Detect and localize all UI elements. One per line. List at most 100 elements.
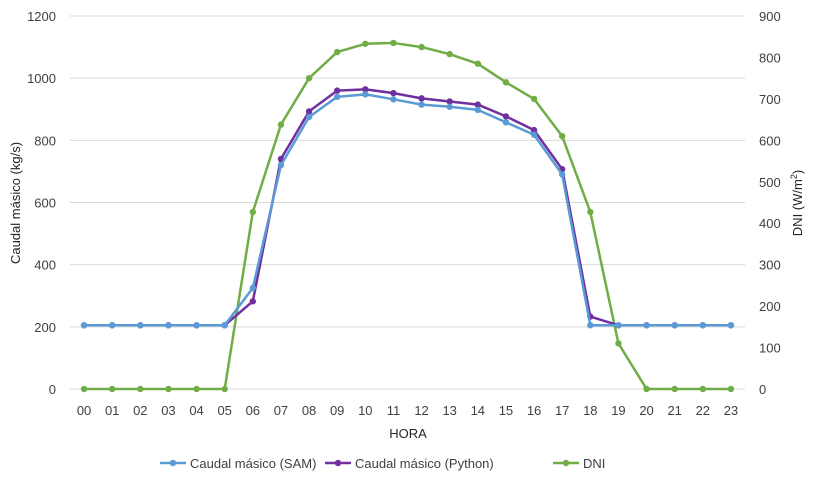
- data-point: [305, 74, 313, 82]
- x-tick-label: 22: [696, 403, 710, 418]
- data-point: [362, 40, 369, 47]
- right-axis-title-end: ): [790, 170, 805, 174]
- right-tick-label: 500: [759, 175, 781, 190]
- right-axis-ticks: 0 100 200 300 400 500 600 700 800 900: [759, 9, 781, 397]
- x-tick-label: 07: [274, 403, 288, 418]
- data-point: [615, 322, 622, 329]
- x-tick-label: 17: [555, 403, 569, 418]
- data-point: [558, 132, 566, 140]
- data-point: [193, 385, 200, 393]
- right-axis-title-main: DNI (W/m: [790, 179, 805, 236]
- legend-item: Caudal másico (SAM): [160, 456, 316, 471]
- left-tick-label: 1000: [27, 71, 56, 86]
- data-point: [446, 103, 453, 110]
- data-point: [587, 208, 594, 216]
- series-line: [84, 93, 731, 327]
- data-point: [108, 322, 116, 329]
- right-tick-label: 100: [759, 341, 781, 356]
- legend-item: DNI: [553, 456, 605, 471]
- data-point: [390, 89, 397, 97]
- data-point: [671, 385, 678, 393]
- legend-label: Caudal másico (SAM): [190, 456, 316, 471]
- right-tick-label: 400: [759, 216, 781, 231]
- data-point: [193, 322, 200, 329]
- left-tick-label: 800: [34, 133, 56, 148]
- data-point: [305, 108, 313, 115]
- legend-label: Caudal másico (Python): [355, 456, 494, 471]
- data-point: [530, 131, 538, 138]
- left-axis-title: Caudal másico (kg/s): [8, 142, 23, 264]
- right-tick-label: 800: [759, 50, 781, 65]
- right-axis-title-sup: 2: [789, 174, 799, 179]
- data-point: [249, 298, 257, 305]
- data-point: [502, 113, 510, 120]
- legend-item: Caudal másico (Python): [325, 456, 494, 471]
- data-point: [390, 96, 397, 103]
- x-tick-label: 06: [246, 403, 260, 418]
- data-point: [165, 322, 172, 329]
- data-point: [643, 322, 650, 329]
- right-tick-label: 0: [759, 382, 766, 397]
- data-point: [137, 385, 144, 393]
- left-axis-ticks: 0 200 400 600 800 1000 1200: [27, 9, 56, 397]
- x-tick-label: 21: [667, 403, 681, 418]
- data-point: [418, 101, 425, 108]
- legend: Caudal másico (SAM) Caudal másico (Python…: [160, 456, 605, 471]
- data-point: [108, 385, 116, 393]
- data-point: [221, 385, 228, 393]
- right-tick-label: 600: [759, 133, 781, 148]
- data-point: [699, 385, 707, 393]
- right-tick-label: 900: [759, 9, 781, 24]
- x-tick-label: 11: [387, 403, 401, 418]
- x-axis-title: HORA: [389, 426, 427, 441]
- data-point: [362, 86, 369, 93]
- right-tick-label: 300: [759, 258, 781, 273]
- data-point: [446, 50, 453, 58]
- x-tick-label: 00: [77, 403, 91, 418]
- data-point: [305, 113, 313, 121]
- left-tick-label: 600: [34, 196, 56, 211]
- data-point: [502, 119, 510, 126]
- data-point: [333, 93, 341, 101]
- x-tick-label: 14: [471, 403, 485, 418]
- x-tick-label: 19: [611, 403, 625, 418]
- legend-marker: [562, 459, 570, 467]
- right-tick-label: 700: [759, 92, 781, 107]
- left-tick-label: 400: [34, 258, 56, 273]
- x-tick-label: 02: [133, 403, 147, 418]
- data-point: [390, 39, 397, 47]
- series-0: [80, 91, 735, 329]
- series-1: [80, 86, 735, 329]
- x-tick-label: 08: [302, 403, 316, 418]
- series-line: [84, 41, 731, 391]
- x-tick-label: 16: [527, 403, 541, 418]
- x-tick-label: 18: [583, 403, 597, 418]
- data-point: [727, 385, 735, 393]
- x-tick-label: 15: [499, 403, 513, 418]
- series-2: [80, 39, 735, 393]
- gridlines: [70, 15, 745, 390]
- data-point: [333, 48, 341, 56]
- left-tick-label: 200: [34, 320, 56, 335]
- data-point: [277, 121, 285, 128]
- series-line: [84, 88, 731, 327]
- x-tick-label: 12: [414, 403, 428, 418]
- data-point: [80, 322, 88, 329]
- data-point: [137, 322, 144, 329]
- data-point: [615, 340, 622, 347]
- x-tick-label: 05: [217, 403, 231, 418]
- data-point: [727, 322, 735, 329]
- x-tick-label: 03: [161, 403, 175, 418]
- left-tick-label: 1200: [27, 9, 56, 24]
- data-point: [530, 126, 538, 134]
- x-tick-label: 09: [330, 403, 344, 418]
- x-tick-label: 13: [442, 403, 456, 418]
- data-point: [474, 101, 482, 108]
- data-point: [587, 322, 594, 329]
- data-point: [558, 171, 566, 178]
- data-point: [418, 43, 425, 51]
- x-tick-label: 01: [105, 403, 119, 418]
- data-point: [446, 98, 453, 105]
- data-point: [418, 95, 425, 102]
